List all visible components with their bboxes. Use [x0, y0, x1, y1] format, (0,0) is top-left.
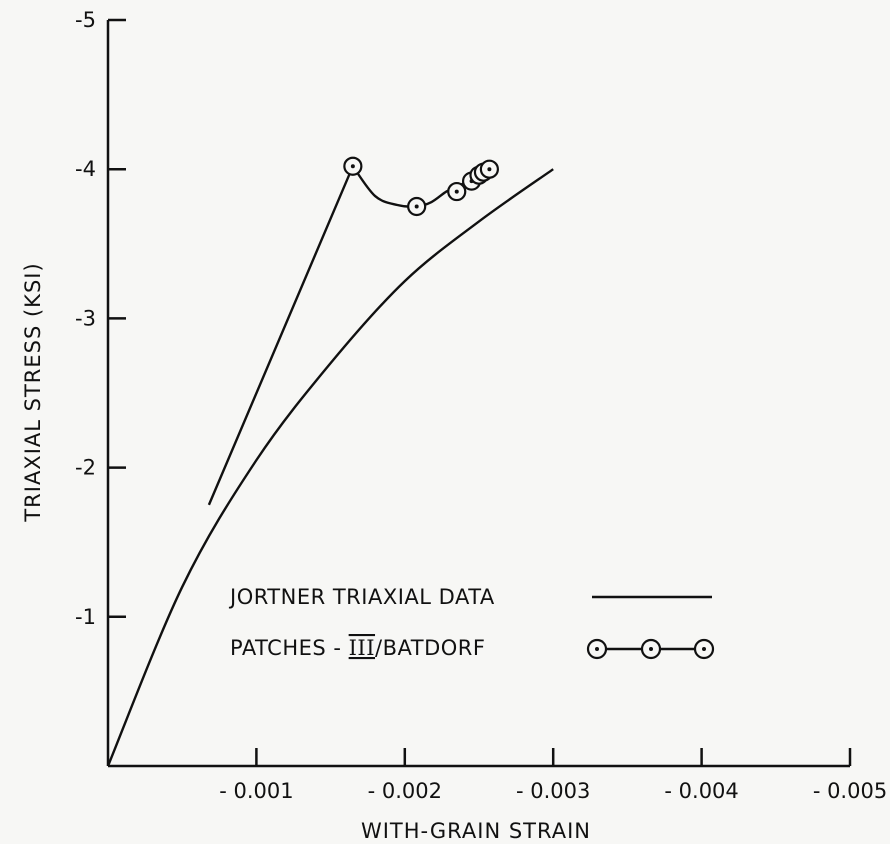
x-tick-label: - 0.004 [664, 779, 738, 803]
x-axis-title: WITH-GRAIN STRAIN [361, 819, 591, 843]
x-tick-label: - 0.001 [219, 779, 293, 803]
legend-label-suffix: /BATDORF [375, 636, 485, 660]
y-tick-label: -5 [75, 8, 96, 32]
y-tick-label: -3 [75, 306, 96, 330]
x-tick-label: - 0.002 [368, 779, 442, 803]
patches-marker-dot [487, 167, 492, 172]
series-layer [106, 156, 554, 767]
patches-marker-dot [350, 164, 355, 169]
x-tick-label: - 0.005 [813, 779, 887, 803]
y-tick-label: -1 [75, 605, 96, 629]
ticks: - 0.001 - 0.002 - 0.003 - 0.004 - 0.005 -1 -2 -… [75, 8, 887, 803]
patches-curve [207, 163, 488, 506]
y-tick-label: -4 [75, 157, 96, 181]
legend-label-patches: PATCHES - III/BATDORF [230, 636, 485, 660]
legend-swatch-patches-dot [649, 647, 653, 651]
patches-marker-dot [414, 204, 419, 209]
legend-swatch-patches-dot [702, 647, 706, 651]
axes [106, 20, 850, 768]
legend-label-prefix: PATCHES - [230, 636, 349, 660]
x-tick-label: - 0.003 [516, 779, 590, 803]
jortner-curve [106, 168, 554, 767]
patches-marker-dot [454, 189, 459, 194]
legend: JORTNER TRIAXIAL DATA PATCHES - III/BATDO… [228, 585, 715, 660]
legend-label-roman: III [349, 636, 375, 660]
y-tick-label: -2 [75, 456, 96, 480]
legend-label-jortner: JORTNER TRIAXIAL DATA [228, 585, 495, 609]
y-axis-title: TRIAXIAL STRESS (KSI) [21, 262, 45, 522]
legend-swatch-patches-dot [595, 647, 599, 651]
